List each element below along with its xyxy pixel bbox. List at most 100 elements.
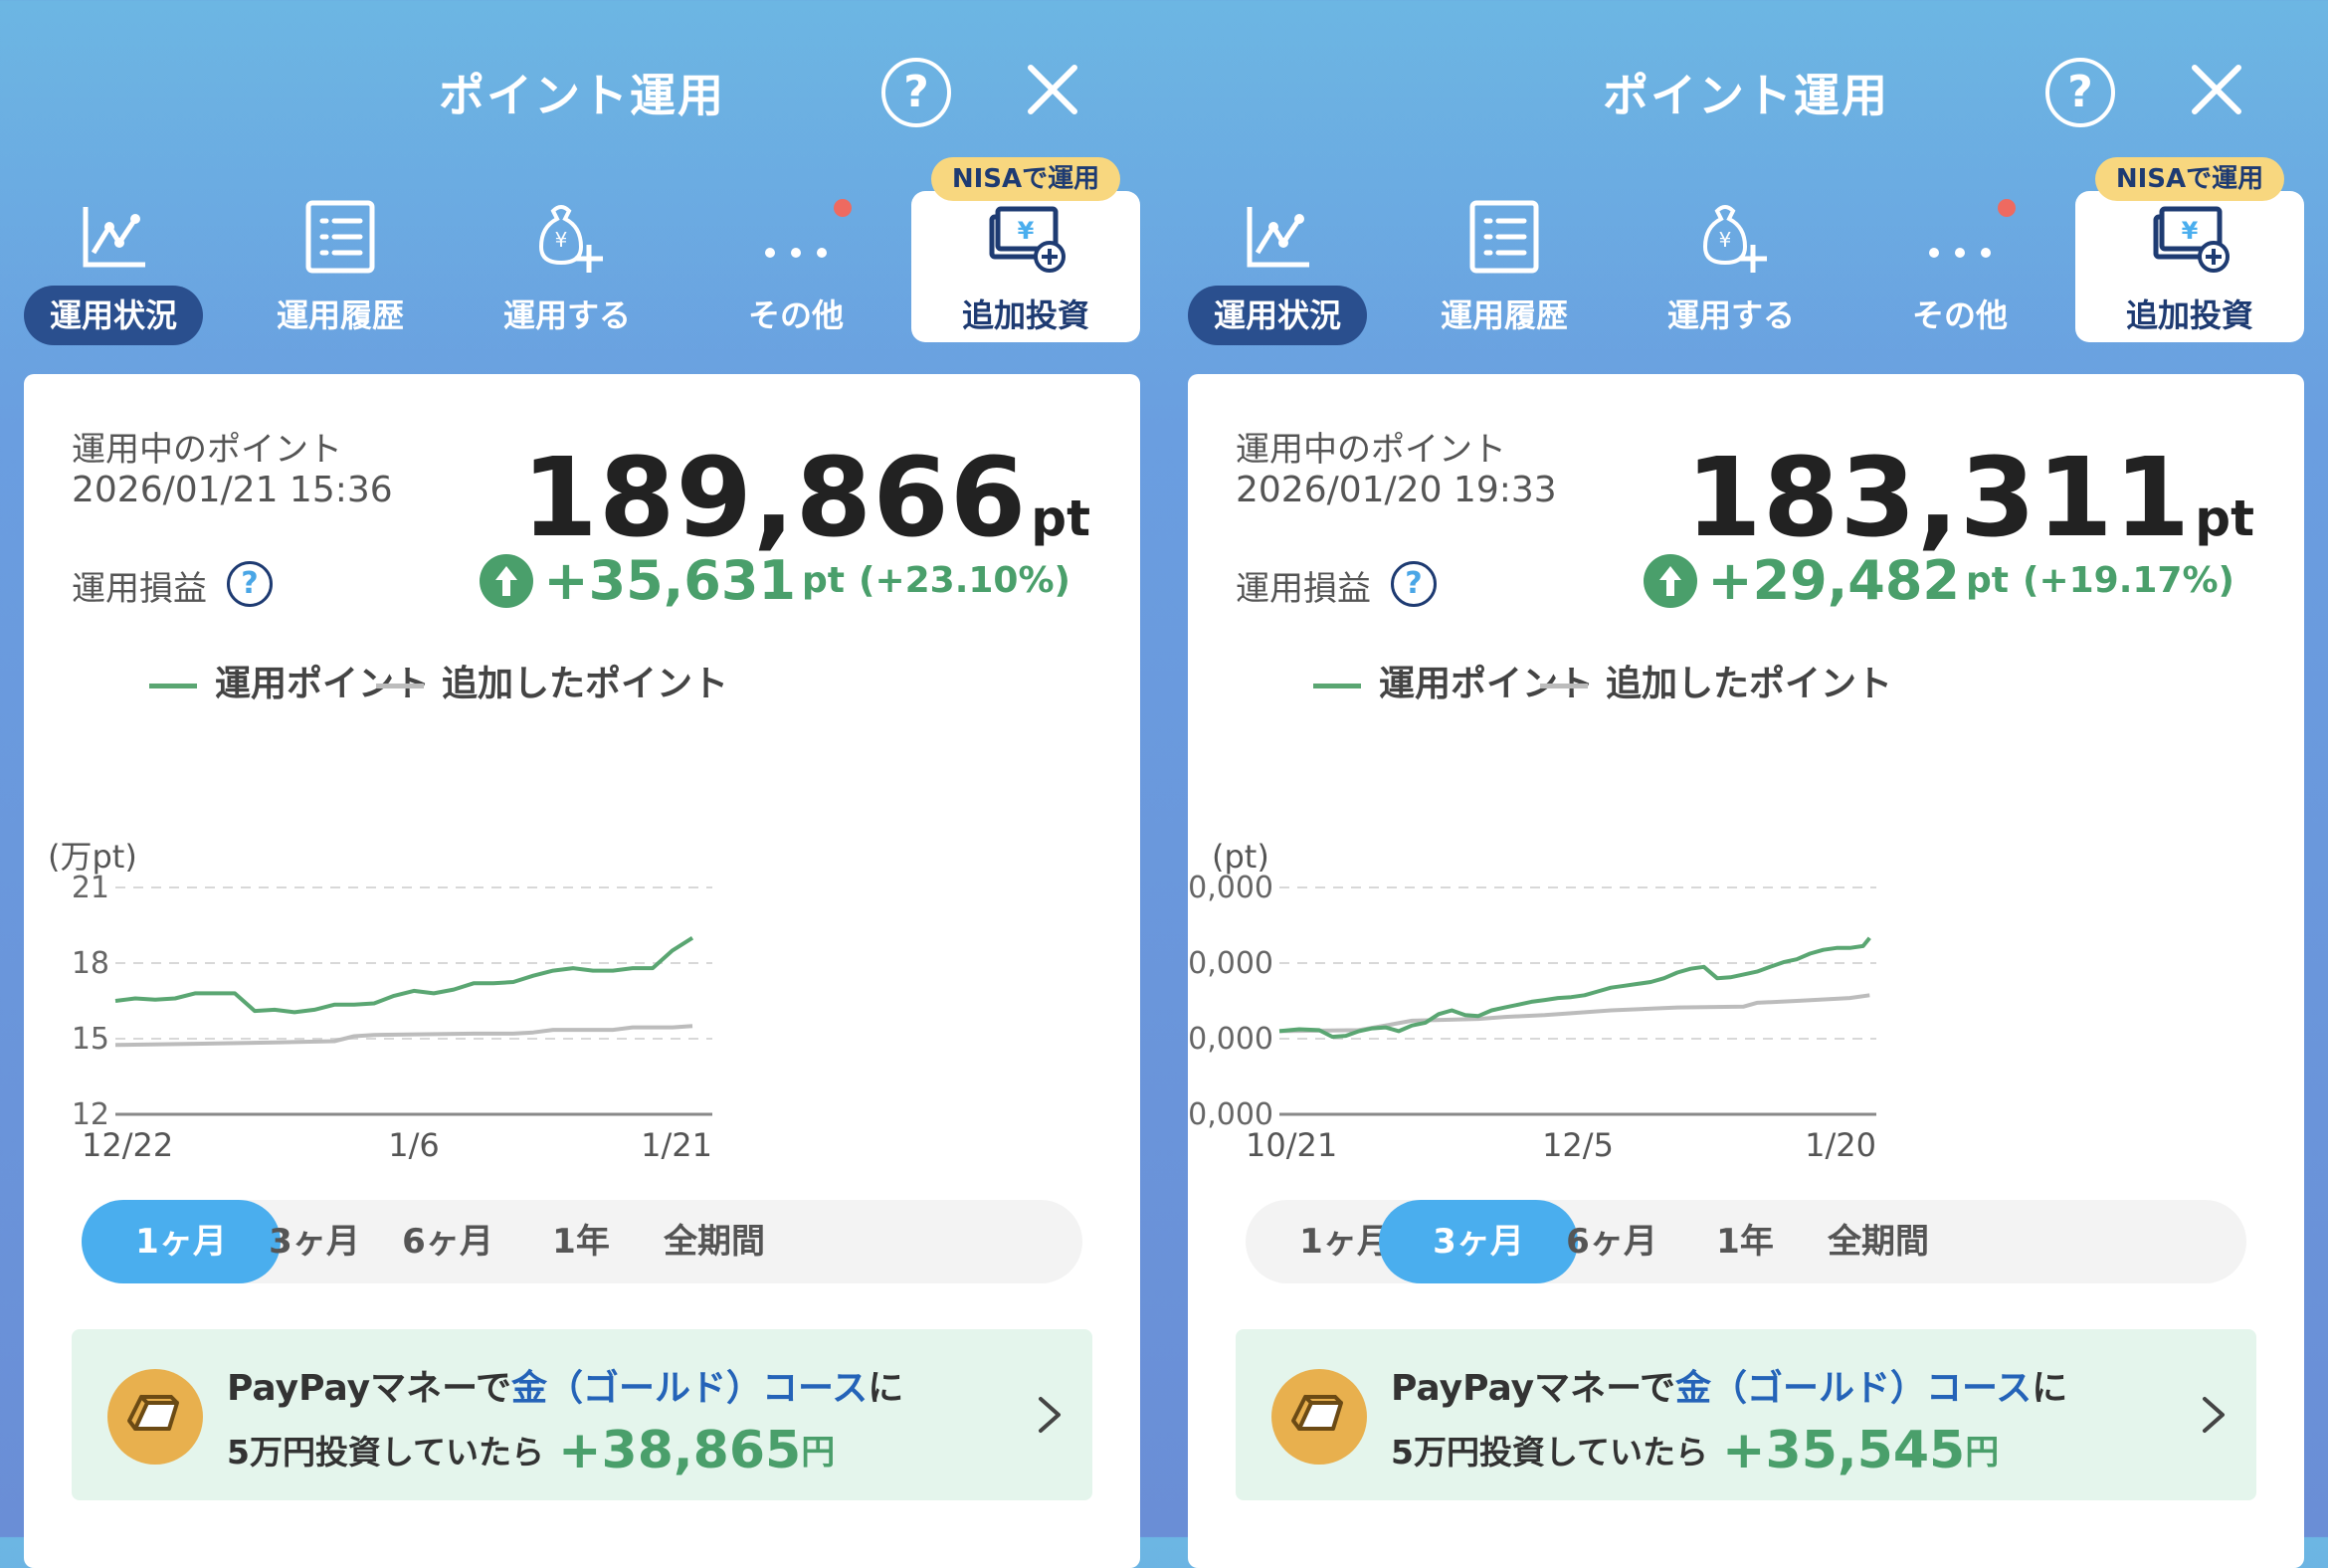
nav-item-status[interactable]: 運用状況 <box>1178 189 1377 348</box>
promo-unit: 円 <box>1965 1433 2000 1472</box>
legend-swatch <box>376 683 424 688</box>
y-tick-label: 90,000 <box>1188 1097 1273 1132</box>
svg-text:¥: ¥ <box>555 228 568 252</box>
nav-label-other: その他 <box>747 296 844 334</box>
nav-label-history: 運用履歴 <box>276 296 404 334</box>
header: ポイント運用 ? <box>0 0 1164 179</box>
total-points-value: 183,311 <box>1685 434 2192 561</box>
profit-value: +29,482 <box>1707 549 1960 612</box>
tab-1-month[interactable]: 1ヶ月 <box>1299 1222 1391 1262</box>
tab-3-month[interactable]: 3ヶ月 <box>1379 1200 1578 1283</box>
nav-item-other[interactable]: その他 <box>1860 189 2059 348</box>
tab-all[interactable]: 全期間 <box>664 1222 765 1262</box>
tab-1-year[interactable]: 1年 <box>552 1222 610 1262</box>
tab-6-month[interactable]: 6ヶ月 <box>1566 1222 1657 1262</box>
nav-label-other: その他 <box>1911 296 2008 334</box>
nav-label-history: 運用履歴 <box>1440 296 1568 334</box>
tab-3-month[interactable]: 3ヶ月 <box>269 1222 360 1262</box>
nav-item-other[interactable]: その他 <box>696 189 895 348</box>
money-bag-plus-icon: ¥ <box>1702 205 1767 273</box>
chevron-right-icon <box>2203 1397 2225 1433</box>
chart-legend: 運用ポイント 追加したポイント <box>1188 655 2304 704</box>
y-tick-label: 130,000 <box>1188 1022 1273 1057</box>
svg-text:¥: ¥ <box>2182 217 2199 245</box>
total-points-unit: pt <box>1031 490 1090 547</box>
help-button[interactable]: ? <box>2045 58 2115 127</box>
close-icon[interactable] <box>1021 58 1084 121</box>
profit-value: +35,631 <box>543 549 796 612</box>
gold-bar-icon <box>1271 1369 1367 1465</box>
y-tick-label: 12 <box>72 1097 109 1132</box>
timestamp: 2026/01/21 15:36 <box>72 470 393 510</box>
promo-text: PayPayマネーで <box>1391 1368 1675 1409</box>
series-line <box>1278 993 1870 1034</box>
list-icon <box>1469 200 1539 274</box>
line-chart-icon <box>83 207 145 268</box>
legend-label: 追加したポイント <box>442 664 729 704</box>
legend-swatch <box>1540 683 1588 688</box>
y-axis-unit: (pt) <box>1212 838 1269 876</box>
profit-loss-label: 運用損益 <box>1236 569 1371 609</box>
nav-label-add: 追加投資 <box>2125 296 2253 334</box>
legend-swatch <box>1313 683 1361 688</box>
nisa-badge[interactable]: NISAで運用 <box>2095 157 2284 201</box>
promo-line-1: PayPayマネーで金（ゴールド）コースに <box>227 1359 903 1411</box>
promo-line-1: PayPayマネーで金（ゴールド）コースに <box>1391 1359 2067 1411</box>
page-title: ポイント運用 <box>439 69 725 122</box>
period-tabs: 1ヶ月 3ヶ月 6ヶ月 1年 全期間 <box>1246 1200 2246 1283</box>
x-tick-label: 12/5 <box>1542 1126 1614 1164</box>
series-line <box>1278 936 1871 1040</box>
nisa-badge[interactable]: NISAで運用 <box>931 157 1120 201</box>
profit-percent: (+19.17%) <box>2022 560 2234 601</box>
profit-help-button[interactable]: ? <box>227 561 273 607</box>
more-dots-icon <box>1929 248 1991 258</box>
series-line <box>114 936 694 1015</box>
nav-item-status[interactable]: 運用状況 <box>14 189 213 348</box>
gold-promo-banner[interactable]: PayPayマネーで金（ゴールド）コースに 5万円投資していたら +38,865円 <box>72 1329 1092 1500</box>
add-invest-button[interactable]: ¥ 追加投資 <box>2075 191 2304 342</box>
arrow-up-icon <box>1644 553 1698 608</box>
profit-loss: +35,631 pt (+23.10%) <box>480 549 1070 612</box>
y-tick-label: 18 <box>72 946 109 981</box>
promo-course-link: 金（ゴールド）コース <box>510 1368 869 1409</box>
chart-legend: 運用ポイント 追加したポイント <box>24 655 1140 704</box>
nav-item-history[interactable]: 運用履歴 <box>241 189 440 348</box>
profit-unit: pt <box>1966 560 2009 601</box>
running-points-label: 運用中のポイント <box>1236 430 1506 470</box>
tab-all[interactable]: 全期間 <box>1828 1222 1929 1262</box>
x-tick-label: 12/22 <box>82 1126 173 1164</box>
nav-label-invest: 運用する <box>502 296 631 334</box>
promo-amount: +38,865 <box>557 1421 802 1480</box>
y-tick-label: 21 <box>72 871 109 905</box>
nav-item-invest[interactable]: ¥ 運用する <box>1632 189 1831 348</box>
tab-1-month[interactable]: 1ヶ月 <box>82 1200 281 1283</box>
promo-text: 5万円投資していたら <box>1391 1433 1708 1471</box>
summary-card: 運用中のポイント 2026/01/21 15:36 189,866pt 運用損益… <box>24 374 1140 1568</box>
promo-text: に <box>868 1368 904 1409</box>
cash-plus-icon: ¥ <box>2153 206 2230 273</box>
add-invest-button[interactable]: ¥ 追加投資 <box>911 191 1140 342</box>
legend-item-added: 追加したポイント <box>1540 655 1892 706</box>
promo-line-2: 5万円投資していたら +35,545円 <box>1391 1421 1999 1480</box>
x-tick-label: 1/21 <box>641 1126 712 1164</box>
page-title: ポイント運用 <box>1603 69 1889 122</box>
nav-bar: 運用状況 運用履歴 ¥ 運用する その他 ¥ 追加投資 NISAで運用 <box>1164 157 2328 358</box>
close-icon[interactable] <box>2185 58 2248 121</box>
help-button[interactable]: ? <box>881 58 951 127</box>
legend-label: 追加したポイント <box>1606 664 1893 704</box>
nav-item-invest[interactable]: ¥ 運用する <box>468 189 667 348</box>
gold-promo-banner[interactable]: PayPayマネーで金（ゴールド）コースに 5万円投資していたら +35,545円 <box>1236 1329 2256 1500</box>
tab-1-year[interactable]: 1年 <box>1716 1222 1774 1262</box>
tab-6-month[interactable]: 6ヶ月 <box>402 1222 493 1262</box>
profit-help-button[interactable]: ? <box>1391 561 1437 607</box>
list-icon <box>305 200 375 274</box>
svg-text:¥: ¥ <box>1719 228 1732 252</box>
panel-left: ポイント運用 ? 運用状況 運用履歴 ¥ 運用する その他 ¥ 追加投資 NIS… <box>0 0 1164 1568</box>
nav-item-history[interactable]: 運用履歴 <box>1405 189 1604 348</box>
running-points-label: 運用中のポイント <box>72 430 342 470</box>
cash-plus-icon: ¥ <box>989 206 1066 273</box>
period-tabs: 1ヶ月 3ヶ月 6ヶ月 1年 全期間 <box>82 1200 1082 1283</box>
y-axis-unit: (万pt) <box>48 838 137 876</box>
series-line <box>114 1024 693 1048</box>
